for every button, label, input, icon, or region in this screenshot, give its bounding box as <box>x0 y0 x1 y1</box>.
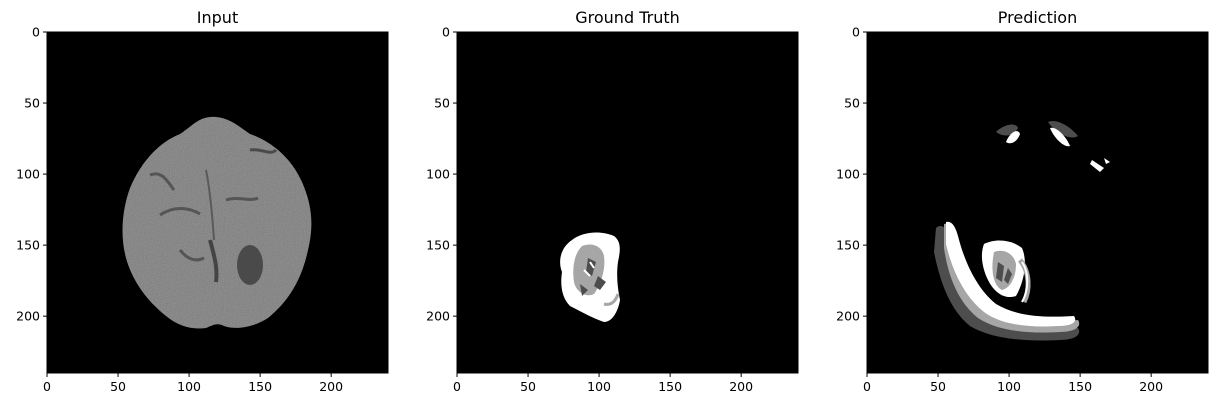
prediction-core <box>946 221 1076 327</box>
y-tick-label: 100 <box>426 167 450 182</box>
y-tick-label: 150 <box>836 238 860 253</box>
lesion <box>237 245 263 285</box>
axes-frame-ground-truth <box>456 31 799 374</box>
y-tick-label: 200 <box>836 309 860 324</box>
y-tick-label: 50 <box>24 96 40 111</box>
x-tick-label: 100 <box>587 379 611 394</box>
panel-title-input: Input <box>197 8 238 27</box>
x-tick-label: 200 <box>319 379 343 394</box>
y-tick-label: 50 <box>844 96 860 111</box>
x-tick-label: 50 <box>520 379 536 394</box>
x-tick-label: 0 <box>43 379 51 394</box>
panel-title-prediction: Prediction <box>998 8 1077 27</box>
y-tick-label: 0 <box>852 25 860 40</box>
x-tick-label: 100 <box>997 379 1021 394</box>
panel-prediction: Prediction <box>866 8 1209 374</box>
x-tick-label: 150 <box>1068 379 1092 394</box>
panel-title-ground-truth: Ground Truth <box>575 8 680 27</box>
y-tick-label: 100 <box>836 167 860 182</box>
x-tick-label: 0 <box>863 379 871 394</box>
x-tick-label: 200 <box>1139 379 1163 394</box>
y-tick-label: 150 <box>426 238 450 253</box>
brain-tissue <box>122 116 312 329</box>
ground-truth-image <box>457 32 798 373</box>
y-tick-label: 0 <box>442 25 450 40</box>
y-tick-label: 0 <box>32 25 40 40</box>
y-tick-label: 150 <box>16 238 40 253</box>
y-tick-label: 50 <box>434 96 450 111</box>
prediction-dark-band <box>934 226 1080 341</box>
axes-frame-input <box>46 31 389 374</box>
x-tick-label: 200 <box>729 379 753 394</box>
panel-ground-truth: Ground Truth <box>456 8 799 374</box>
panel-input: Input <box>46 8 389 374</box>
y-tick-label: 200 <box>16 309 40 324</box>
axes-frame-prediction <box>866 31 1209 374</box>
x-tick-label: 150 <box>658 379 682 394</box>
y-tick-label: 100 <box>16 167 40 182</box>
axis-ticks: 0 0 50 50 100 100 150 150 200 200 0 0 50 50 100 100 150 1… <box>16 25 1163 395</box>
x-tick-label: 100 <box>177 379 201 394</box>
prediction-image <box>867 32 1208 373</box>
x-tick-label: 50 <box>110 379 126 394</box>
x-tick-label: 0 <box>453 379 461 394</box>
y-tick-label: 200 <box>426 309 450 324</box>
x-tick-label: 150 <box>248 379 272 394</box>
mri-image <box>47 32 388 373</box>
x-tick-label: 50 <box>930 379 946 394</box>
